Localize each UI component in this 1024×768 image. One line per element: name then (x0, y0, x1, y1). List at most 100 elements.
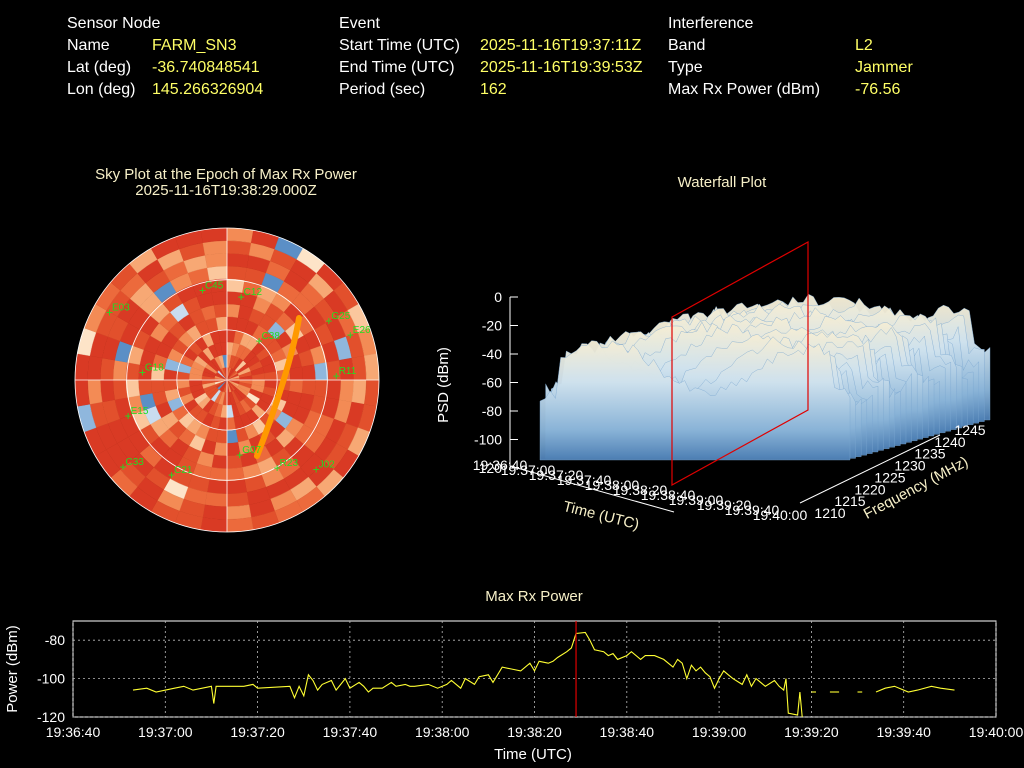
satellite-label: R11 (339, 366, 357, 377)
time-tick-label: 19:38:00 (585, 477, 640, 493)
satellite-marker: + (238, 290, 245, 304)
time-tick-label: 19:36:40 (473, 457, 528, 473)
power-x-tick-label: 19:39:00 (692, 724, 747, 740)
power-y-tick-label: -100 (37, 671, 65, 687)
power-x-axis-label: Time (UTC) (494, 746, 572, 763)
satellite-marker: + (168, 468, 175, 482)
skyplot-cell (207, 479, 228, 495)
interference-block: Interference Band L2 Type Jammer Max Rx … (668, 13, 968, 103)
satellite-label: C21 (174, 465, 193, 476)
power-x-tick-label: 19:36:40 (46, 724, 101, 740)
time-tick-label: 19:39:20 (697, 497, 752, 513)
power-x-tick-label: 19:38:20 (507, 724, 562, 740)
frequency-tick-label: 1240 (934, 434, 965, 450)
time-tick-label: 19:40:00 (753, 507, 808, 523)
interference-power-value: -76.56 (855, 81, 901, 98)
satellite-label: J02 (319, 460, 336, 471)
interference-band-value: L2 (855, 37, 873, 54)
satellite-marker: + (347, 328, 354, 342)
power-series-line (875, 685, 955, 693)
skyplot-cell (226, 253, 250, 268)
power-y-tick-label: -80 (45, 632, 65, 648)
time-tick-label: 19:37:20 (529, 467, 584, 483)
interference-band-label: Band (668, 37, 706, 54)
time-axis-line (509, 465, 675, 513)
power-x-tick-label: 19:39:40 (876, 724, 931, 740)
skyplot-cell (226, 504, 252, 520)
satellite-label: C12 (244, 287, 263, 298)
sensor-node-heading: Sensor Node (67, 15, 161, 32)
event-end-label: End Time (UTC) (339, 59, 455, 76)
time-tick-label: 19:39:00 (669, 492, 724, 508)
satellite-marker: + (119, 460, 126, 474)
skyplot-cell (74, 353, 90, 381)
skyplot-cell (301, 364, 316, 381)
skyplot-cell (364, 379, 380, 407)
skyplot-cell (200, 517, 228, 533)
frequency-axis-line (799, 434, 941, 504)
power-x-tick-label: 19:38:40 (600, 724, 655, 740)
skyplot-cell (213, 303, 228, 318)
satellite-marker: + (199, 283, 206, 297)
interference-track-line (254, 315, 302, 459)
time-axis-label: Time (UTC) (561, 498, 641, 533)
satellite-label: G18 (145, 363, 164, 374)
sensor-lat-label: Lat (deg) (67, 59, 132, 76)
waterfall-surface (539, 293, 991, 461)
skyplot-cell (202, 240, 228, 256)
skyplot-cell (202, 504, 228, 520)
frequency-tick-label: 1235 (914, 446, 945, 462)
power-x-tick-label: 19:39:20 (784, 724, 839, 740)
skyplot-cell (301, 379, 316, 396)
satellite-marker: + (256, 334, 263, 348)
time-tick-label: 19:39:40 (725, 502, 780, 518)
frequency-tick-label: 1220 (854, 481, 885, 497)
skyplot-cell (138, 379, 153, 396)
satellite-marker: + (274, 461, 281, 475)
time-tick-label: 19:37:00 (501, 462, 556, 478)
skyplot-cell (74, 379, 90, 407)
skyplot-cell (204, 492, 228, 507)
time-tick-label: 19:38:40 (641, 487, 696, 503)
skyplot-title: Sky Plot at the Epoch of Max Rx Power (95, 166, 357, 183)
skyplot-cell (150, 379, 165, 394)
skyplot-cell (100, 379, 115, 403)
power-chart-series (132, 621, 955, 718)
satellite-label: G25 (331, 311, 350, 322)
sensor-node-block: Sensor Node Name FARM_SN3 Lat (deg) -36.… (67, 13, 327, 103)
power-x-tick-label: 19:37:40 (323, 724, 378, 740)
satellite-marker: + (333, 369, 340, 383)
frequency-tick-label: 1225 (874, 469, 905, 485)
psd-tick-label: -80 (482, 403, 502, 419)
interference-power-label: Max Rx Power (dBm) (668, 81, 821, 98)
satellite-label: E26 (353, 325, 371, 336)
satellite-label: E03 (112, 302, 130, 313)
power-chart-grid (72, 620, 997, 718)
sensor-name-label: Name (67, 37, 110, 54)
interference-track (254, 315, 302, 459)
event-block: Event Start Time (UTC) 2025-11-16T19:37:… (339, 13, 659, 103)
skyplot-cell (100, 357, 115, 381)
satellite-marker: + (313, 463, 320, 477)
satellite-marker: + (139, 366, 146, 380)
interference-type-value: Jammer (855, 59, 913, 76)
satellite-marker: + (125, 409, 132, 423)
power-y-axis-label: Power (dBm) (4, 625, 21, 713)
skyplot-cell (226, 492, 250, 507)
skyplot-cell (226, 227, 254, 243)
event-period-value: 162 (480, 81, 507, 98)
time-tick-label: 19:37:40 (557, 472, 612, 488)
skyplot-cell (200, 227, 228, 243)
psd-tick-label: -20 (482, 318, 502, 334)
skyplot-cell (226, 517, 254, 533)
skyplot-cell (112, 379, 128, 400)
skyplot-cell (289, 366, 304, 381)
power-chart-title: Max Rx Power (485, 588, 583, 605)
event-heading: Event (339, 15, 380, 32)
psd-axis-label: PSD (dBm) (435, 347, 452, 423)
interference-type-label: Type (668, 59, 703, 76)
event-period-label: Period (sec) (339, 81, 426, 98)
waterfall-title: Waterfall Plot (677, 174, 767, 191)
